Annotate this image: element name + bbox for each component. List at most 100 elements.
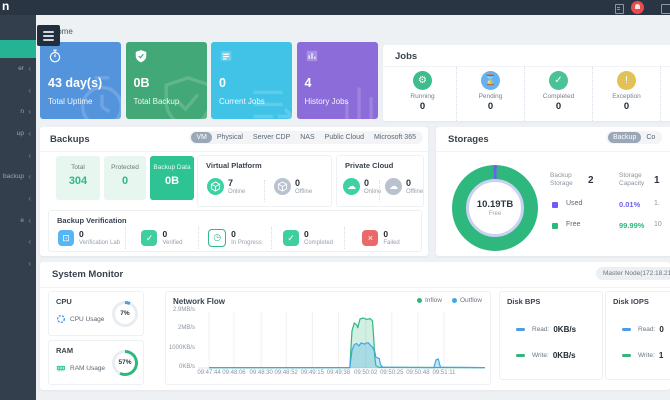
storage-capacity-value: 1 xyxy=(654,175,660,186)
offline-count: 0 xyxy=(406,177,412,188)
verification-stats: ⊡ 0 Verification Lab ✓ 0 Verified ◷ 0 In Progres… xyxy=(53,227,417,249)
job-stat-running: ⚙ Running 0 xyxy=(389,67,457,121)
disk-iops-write-row: Write: 1 xyxy=(622,351,663,360)
history-jobs-card[interactable]: 4 History Jobs xyxy=(296,42,378,119)
clock-icon: ◷ xyxy=(208,229,227,247)
sidebar-item[interactable]: er ‹ xyxy=(0,59,36,79)
private-cloud-group: Private Cloud ☁ 0 Online ☁ 0 Offline xyxy=(336,155,424,207)
x-axis-tick-label: 09:50:02 xyxy=(353,370,378,376)
verification-label: Failed xyxy=(383,240,400,246)
topbar: n xyxy=(0,0,670,15)
sidebar-item[interactable]: ‹ xyxy=(0,189,36,209)
verification-stat-completed: ✓ 0 Completed xyxy=(272,227,345,249)
storages-tab-co[interactable]: Co xyxy=(646,134,656,141)
monitor-icon[interactable] xyxy=(661,4,670,14)
chevron-icon: ‹ xyxy=(28,64,31,73)
x-axis-tick-label: 09:50:48 xyxy=(406,370,430,376)
master-node-badge[interactable]: Master Node(172.18.21. xyxy=(596,267,670,280)
tile-value: 0B xyxy=(164,175,180,187)
sidebar-item[interactable]: ‹ xyxy=(0,146,36,166)
backup-verification-group: Backup Verification ⊡ 0 Verification Lab ✓ 0… xyxy=(48,210,422,252)
write-dash-icon xyxy=(622,354,631,357)
disk-bps-write-row: Write: 0KB/s xyxy=(516,351,576,360)
total-backup-card[interactable]: 0B Total Backup xyxy=(125,42,207,119)
job-stat-value: 0 xyxy=(623,101,630,112)
legend-item-outflow: Outflow xyxy=(451,297,482,304)
group-title: Backup Verification xyxy=(57,216,127,225)
shield-check-icon xyxy=(135,50,146,63)
donut-center: 10.19TB Free xyxy=(466,179,524,237)
x-axis-tick-label: 09:50:25 xyxy=(380,370,404,376)
chevron-icon: ‹ xyxy=(28,237,31,247)
virtual-platform-offline: 0 Offline xyxy=(274,178,312,195)
sidebar-item[interactable]: e ‹ xyxy=(0,211,36,231)
tab-microsoft-365[interactable]: Microsoft 365 xyxy=(373,134,416,141)
total-uptime-card[interactable]: 43 day(s) Total Uptime xyxy=(40,42,121,119)
storages-tab-backup[interactable]: Backup xyxy=(608,132,642,143)
verification-value: 0 xyxy=(78,229,84,239)
x-axis-tick-label: 09:47:44 xyxy=(197,370,221,376)
card-label: Total Uptime xyxy=(48,97,93,106)
offline-label: Offline xyxy=(406,188,424,195)
ram-box: RAM RAM Usage 57% xyxy=(48,340,144,385)
legend-item-inflow: Inflow xyxy=(416,297,442,304)
y-axis-tick-label: 2.9MB/s xyxy=(172,307,195,314)
tab-server-cdp[interactable]: Server CDP xyxy=(252,134,291,141)
storage-row-size: 1. xyxy=(654,200,660,207)
ram-usage-row: RAM Usage xyxy=(56,363,105,373)
network-flow-chart xyxy=(198,312,485,369)
system-monitor-panel: System Monitor Master Node(172.18.21. CP… xyxy=(40,262,670,390)
sidebar-item[interactable]: ‹ xyxy=(0,254,36,274)
tab-vm[interactable]: VM xyxy=(191,132,212,143)
check-icon: ✓ xyxy=(141,230,158,246)
read-dash-icon xyxy=(622,328,631,331)
hourglass-icon: ⌛ xyxy=(481,71,500,90)
write-value: 1 xyxy=(658,351,664,360)
sidebar-item-active[interactable] xyxy=(0,40,36,58)
sidebar-item[interactable]: ‹ xyxy=(0,232,36,252)
monitor-icon: ⊡ xyxy=(57,230,74,246)
sidebar-item[interactable]: up ‹ xyxy=(0,124,36,144)
job-stat-value: 0 xyxy=(419,101,426,112)
breadcrumb-label: Home xyxy=(51,26,73,36)
jobs-stats: ⚙ Running 0 ⌛ Pending 0 ✓ Completed 0! Exception 0 xyxy=(389,67,661,121)
tab-physical[interactable]: Physical xyxy=(216,134,243,141)
shield-watermark-icon xyxy=(164,76,207,119)
free-capacity-value: 10.19TB xyxy=(476,199,514,210)
read-value: 0KB/s xyxy=(553,325,577,334)
job-stat-label: Pending xyxy=(478,93,503,100)
storage-row-label: Free xyxy=(566,221,581,228)
alarm-bell-icon[interactable] xyxy=(631,1,644,14)
sidebar-item[interactable]: ‹ xyxy=(0,81,36,101)
network-flow-box: Network Flow Inflow Outflow 0KB/s 1000KB/s… xyxy=(165,291,491,385)
document-icon[interactable] xyxy=(615,4,624,14)
sidebar-item-label: n xyxy=(20,108,24,116)
x-axis-tick-label: 09:48:06 xyxy=(222,370,246,376)
verification-stat-failed: × 0 Failed xyxy=(345,227,417,249)
private-cloud-offline: ☁ 0 Offline xyxy=(385,178,423,195)
card-value: 43 day(s) xyxy=(48,76,103,90)
verification-label: Verification Lab xyxy=(78,240,121,246)
verification-label: In Progress xyxy=(231,240,262,246)
cube-icon xyxy=(274,178,291,195)
sidebar-item[interactable]: n ‹ xyxy=(0,102,36,122)
sidebar-toggle-button[interactable] xyxy=(37,25,60,46)
sidebar-item[interactable]: backup ‹ xyxy=(0,167,36,187)
chevron-icon: ‹ xyxy=(28,258,31,268)
current-jobs-card[interactable]: 0 Current Jobs xyxy=(211,42,292,119)
tab-public-cloud[interactable]: Public Cloud xyxy=(324,134,364,141)
disk-bps-title: Disk BPS xyxy=(507,297,541,306)
tile-value: 304 xyxy=(68,175,88,187)
job-stat-label: Completed xyxy=(542,93,575,100)
read-dash-icon xyxy=(516,328,525,331)
network-x-axis: 09:47:44 09:48:06 09:48:30 09:48:52 09:49:15… xyxy=(197,370,485,379)
disk-bps-box: Disk BPS Read: 0KB/s Write: 0KB/s xyxy=(499,291,603,380)
tab-nas[interactable]: NAS xyxy=(300,134,315,141)
online-label: Online xyxy=(364,188,382,195)
cube-icon xyxy=(207,178,224,195)
write-label: Write: xyxy=(532,352,549,359)
verification-value: 0 xyxy=(231,229,236,239)
cpu-box: CPU CPU Usage 7% xyxy=(48,291,144,336)
jobs-panel: Jobs ⚙ Running 0 ⌛ Pending 0 ✓ Completed 0! Excep… xyxy=(383,45,670,121)
read-label: Read: xyxy=(638,326,656,333)
